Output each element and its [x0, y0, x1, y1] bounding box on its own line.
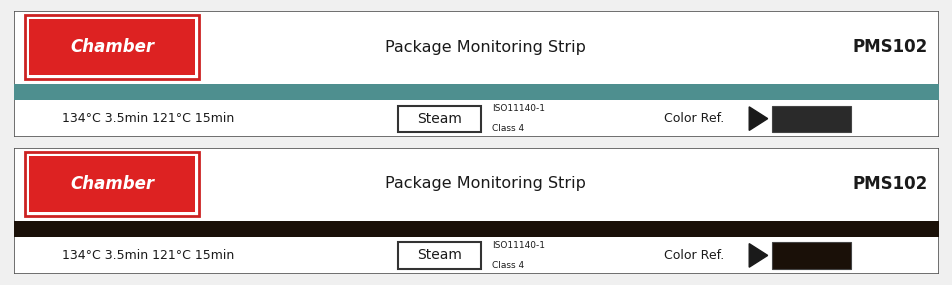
- FancyBboxPatch shape: [30, 19, 195, 75]
- Polygon shape: [748, 244, 767, 267]
- Polygon shape: [748, 107, 767, 131]
- Text: ISO11140-1: ISO11140-1: [491, 241, 545, 250]
- Text: Steam: Steam: [417, 249, 462, 262]
- Text: Steam: Steam: [417, 112, 462, 126]
- Text: 134°C 3.5min 121°C 15min: 134°C 3.5min 121°C 15min: [62, 249, 234, 262]
- Bar: [771, 105, 850, 132]
- Text: Package Monitoring Strip: Package Monitoring Strip: [385, 176, 585, 192]
- Text: Package Monitoring Strip: Package Monitoring Strip: [385, 40, 585, 55]
- Text: Chamber: Chamber: [70, 175, 154, 193]
- Text: PMS102: PMS102: [851, 175, 926, 193]
- Text: PMS102: PMS102: [851, 38, 926, 56]
- Text: Class 4: Class 4: [491, 124, 524, 133]
- Bar: [14, 84, 938, 100]
- FancyBboxPatch shape: [398, 242, 481, 268]
- FancyBboxPatch shape: [398, 105, 481, 132]
- FancyBboxPatch shape: [26, 152, 199, 216]
- Text: Class 4: Class 4: [491, 261, 524, 270]
- Bar: [14, 221, 938, 237]
- FancyBboxPatch shape: [26, 15, 199, 79]
- Text: Color Ref.: Color Ref.: [663, 112, 724, 125]
- Text: Chamber: Chamber: [70, 38, 154, 56]
- Bar: [771, 242, 850, 268]
- Text: Color Ref.: Color Ref.: [663, 249, 724, 262]
- Text: 134°C 3.5min 121°C 15min: 134°C 3.5min 121°C 15min: [62, 112, 234, 125]
- Text: ISO11140-1: ISO11140-1: [491, 104, 545, 113]
- FancyBboxPatch shape: [30, 156, 195, 212]
